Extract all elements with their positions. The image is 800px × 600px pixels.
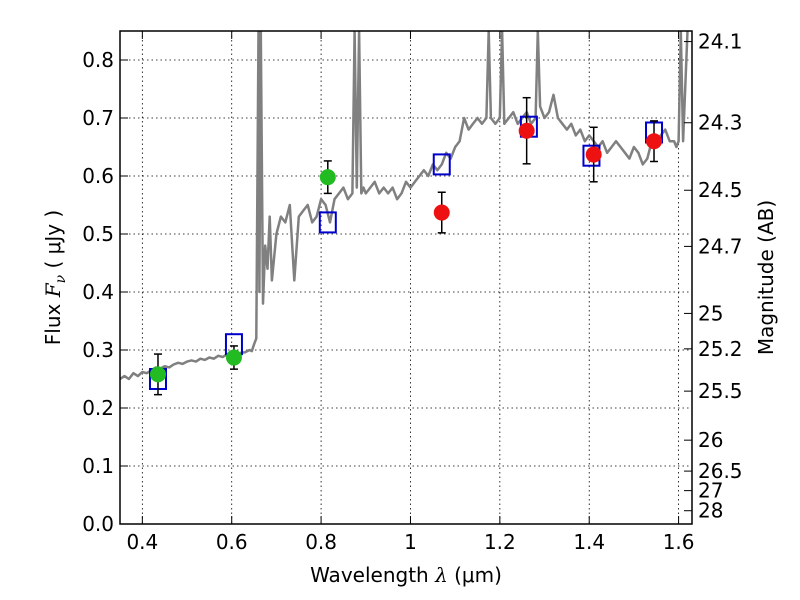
mag-tick-label: 25.2 (698, 337, 743, 361)
mag-tick-label: 24.7 (698, 234, 743, 258)
mag-tick-label: 26.5 (698, 459, 743, 483)
mag-tick-label: 24.3 (698, 111, 743, 135)
x-tick-label: 0.8 (305, 530, 337, 554)
y-tick-label: 0.6 (82, 164, 114, 188)
ticks: 0.4 0.6 0.8 1 1.2 1.4 1.6 0.0 0.1 0.2 0.3 0.4 0.5 0.6… (82, 30, 742, 554)
red-point (518, 122, 535, 139)
y-tick-label: 0.5 (82, 222, 114, 246)
model-square (318, 211, 337, 234)
mag-tick-label: 27 (698, 479, 723, 503)
right-axis-label: Magnitude (AB) (754, 200, 778, 355)
red-point (646, 133, 663, 150)
mag-tick-label: 24.5 (698, 178, 743, 202)
spectrum-layer (120, 31, 689, 381)
y-axis-label: Flux Fν ( μJy ) (41, 210, 69, 345)
plot-frame (119, 30, 693, 525)
mag-tick-label: 25.5 (698, 379, 743, 403)
x-tick-label: 1.4 (573, 530, 605, 554)
mag-tick-label: 25 (698, 301, 723, 325)
model-points (148, 115, 664, 390)
x-tick-label: 1.6 (663, 530, 695, 554)
grid (120, 31, 692, 525)
x-tick-label: 1 (404, 530, 417, 554)
x-tick-label: 0.6 (216, 530, 248, 554)
y-tick-label: 0.3 (82, 338, 114, 362)
y-tick-label: 0.1 (82, 454, 114, 478)
y-tick-label: 0.0 (82, 512, 114, 536)
x-axis-label: Wavelength λ (μm) (310, 563, 502, 587)
y-tick-label: 0.2 (82, 396, 114, 420)
y-tick-label: 0.7 (82, 106, 114, 130)
mag-tick-label: 24.1 (698, 30, 743, 54)
red-point (433, 204, 450, 221)
mag-tick-label: 28 (698, 499, 723, 523)
model-square (432, 153, 451, 176)
red-point (585, 146, 602, 163)
x-tick-label: 1.2 (484, 530, 516, 554)
observed-points (149, 96, 663, 396)
y-tick-label: 0.4 (82, 280, 114, 304)
spectrum-line (120, 31, 689, 381)
green-point (319, 169, 336, 186)
green-point (225, 349, 242, 366)
x-tick-label: 0.4 (126, 530, 158, 554)
y-tick-label: 0.8 (82, 48, 114, 72)
mag-tick-label: 26 (698, 428, 723, 452)
green-point (149, 366, 166, 383)
